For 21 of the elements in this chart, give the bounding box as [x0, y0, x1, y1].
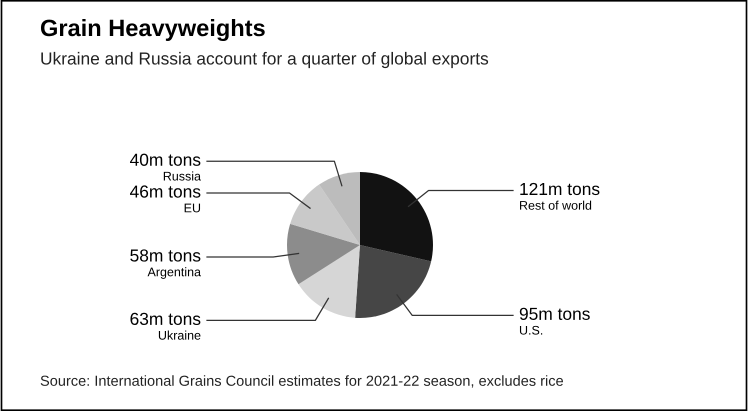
pie-slice: [319, 172, 360, 245]
slice-label: Ukraine: [158, 330, 200, 340]
data-label: 46m tons: [130, 185, 200, 198]
slice-label: U.S.: [520, 326, 542, 335]
pie-slice: [360, 172, 433, 262]
slice-label: EU: [184, 204, 200, 212]
pie-slice: [355, 245, 432, 318]
data-label: 95m tons: [520, 308, 590, 320]
slice-label: Argentina: [148, 267, 202, 279]
slice-label: Russia: [164, 171, 201, 181]
data-label: 63m tons: [130, 312, 200, 326]
data-label: 40m tons: [130, 154, 200, 166]
pie-slice: [287, 224, 360, 284]
pie-slice: [290, 184, 360, 245]
chart-subtitle: Ukraine and Russia account for a quarter of global exports: [41, 52, 488, 68]
data-label: 121m tons: [520, 182, 600, 196]
pie-slice: [298, 245, 360, 318]
chart-title: Grain Heavyweights: [40, 18, 265, 42]
source-note: Source: International Grains Council estimates for 2021-22 season, excludes rice: [40, 375, 564, 388]
slice-label: Rest of world: [520, 200, 592, 210]
data-label: 58m tons: [130, 249, 200, 262]
